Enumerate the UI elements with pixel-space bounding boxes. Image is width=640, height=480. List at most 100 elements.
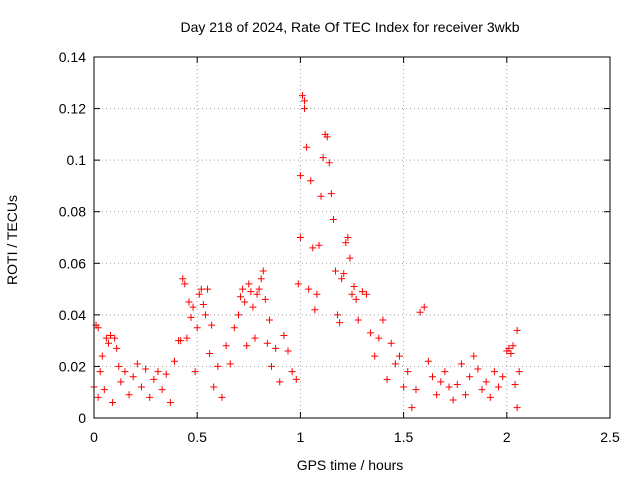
data-point bbox=[296, 172, 304, 180]
data-point bbox=[113, 344, 121, 352]
data-point bbox=[298, 92, 306, 100]
data-point bbox=[158, 386, 166, 394]
data-point bbox=[230, 324, 238, 332]
data-point bbox=[352, 295, 360, 303]
data-point bbox=[111, 334, 119, 342]
data-point bbox=[395, 352, 403, 360]
data-point bbox=[288, 368, 296, 376]
y-tick-label: 0 bbox=[78, 410, 86, 426]
data-point bbox=[383, 375, 391, 383]
data-point bbox=[261, 295, 269, 303]
data-point bbox=[257, 275, 265, 283]
data-point bbox=[453, 380, 461, 388]
data-point bbox=[327, 190, 335, 198]
x-tick-label: 2.5 bbox=[600, 429, 620, 445]
data-point bbox=[338, 275, 346, 283]
data-point bbox=[433, 391, 441, 399]
data-point bbox=[251, 334, 259, 342]
data-point bbox=[214, 362, 222, 370]
data-point bbox=[505, 344, 513, 352]
data-point bbox=[292, 375, 300, 383]
data-point bbox=[305, 285, 313, 293]
data-point bbox=[400, 383, 408, 391]
data-point bbox=[187, 313, 195, 321]
data-point bbox=[371, 352, 379, 360]
data-point bbox=[513, 326, 521, 334]
data-point bbox=[331, 267, 339, 275]
data-point bbox=[137, 383, 145, 391]
data-point bbox=[296, 234, 304, 241]
data-point bbox=[94, 324, 102, 332]
x-tick-label: 0 bbox=[90, 429, 98, 445]
data-point bbox=[276, 378, 284, 386]
data-point bbox=[104, 339, 112, 347]
data-point bbox=[253, 290, 261, 298]
data-point bbox=[457, 360, 465, 368]
data-point bbox=[441, 368, 449, 376]
data-point bbox=[340, 270, 348, 278]
data-point bbox=[201, 311, 209, 319]
data-point bbox=[362, 290, 370, 298]
data-point bbox=[348, 290, 356, 298]
data-point bbox=[150, 375, 158, 383]
data-point bbox=[379, 316, 387, 324]
data-point bbox=[486, 393, 494, 401]
data-point bbox=[350, 282, 358, 290]
data-point bbox=[284, 347, 292, 355]
data-point bbox=[222, 342, 230, 350]
data-point bbox=[237, 293, 245, 301]
data-point bbox=[336, 319, 344, 327]
data-point bbox=[445, 383, 453, 391]
data-point bbox=[146, 393, 154, 401]
data-point bbox=[125, 391, 133, 399]
data-point bbox=[226, 360, 234, 368]
data-point bbox=[197, 285, 205, 293]
data-point bbox=[255, 285, 263, 293]
data-point bbox=[170, 357, 178, 365]
data-point bbox=[162, 370, 170, 378]
y-tick-label: 0.02 bbox=[59, 358, 86, 374]
data-point bbox=[499, 373, 507, 381]
data-point bbox=[478, 386, 486, 394]
grid-lines bbox=[94, 57, 610, 418]
data-point bbox=[100, 386, 108, 394]
data-point bbox=[234, 311, 242, 319]
data-point bbox=[166, 399, 174, 407]
data-point bbox=[117, 378, 125, 386]
data-point bbox=[319, 154, 327, 162]
data-point bbox=[204, 285, 212, 293]
data-point bbox=[466, 373, 474, 381]
data-point bbox=[462, 391, 470, 399]
data-point bbox=[243, 342, 251, 350]
data-point bbox=[109, 399, 117, 407]
data-point bbox=[179, 275, 187, 283]
data-point bbox=[199, 301, 207, 309]
data-point bbox=[142, 365, 150, 373]
data-point bbox=[334, 311, 342, 319]
data-point bbox=[437, 378, 445, 386]
data-point bbox=[294, 280, 302, 288]
data-point bbox=[301, 105, 309, 113]
data-point bbox=[358, 288, 366, 296]
data-point bbox=[309, 244, 317, 252]
data-point bbox=[241, 298, 249, 306]
data-point bbox=[268, 362, 276, 370]
data-point bbox=[507, 350, 515, 358]
data-point bbox=[259, 267, 267, 275]
data-point bbox=[387, 339, 395, 347]
data-point bbox=[367, 329, 375, 337]
data-point bbox=[193, 324, 201, 332]
data-point bbox=[404, 368, 412, 376]
data-point bbox=[303, 143, 311, 151]
data-point bbox=[420, 303, 428, 311]
y-tick-label: 0.1 bbox=[67, 152, 87, 168]
y-tick-label: 0.14 bbox=[59, 49, 86, 65]
plot-frame bbox=[93, 56, 611, 419]
data-point bbox=[98, 352, 106, 360]
data-point bbox=[513, 404, 521, 412]
data-point bbox=[121, 368, 129, 376]
x-tick-label: 0.5 bbox=[187, 429, 207, 445]
data-point bbox=[280, 331, 288, 339]
data-point bbox=[154, 368, 162, 376]
data-point bbox=[323, 133, 331, 141]
